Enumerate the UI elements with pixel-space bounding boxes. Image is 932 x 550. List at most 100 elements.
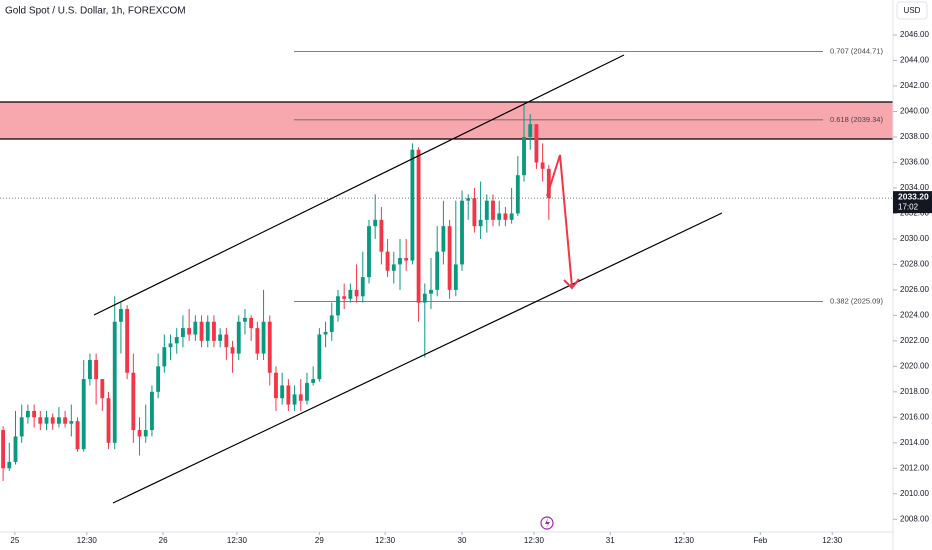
y-tick-label: 2018.00 [900,387,929,396]
candle-body [497,213,502,220]
candle-body [13,436,18,462]
x-tick-label: 12:30 [77,536,98,545]
y-tick-label: 2010.00 [900,489,929,498]
candle-body [199,321,204,341]
candle-body [63,417,68,424]
candle-body [410,149,415,261]
axes-layer: 2008.00 2010.00 2012.00 2014.00 2016.00 2018.… [0,30,932,545]
candle-body [236,321,241,354]
countdown-label: 17:02 [898,202,919,211]
candle-body [534,124,539,163]
candle-body [354,289,359,297]
x-tick-label: 12:30 [375,536,396,545]
candle-body [125,309,130,373]
candle-body [453,264,458,290]
candle-body [441,226,446,252]
candle-body [100,379,105,399]
x-tick-label: 25 [10,536,19,545]
candle-body [187,328,192,335]
y-tick-label: 2020.00 [900,361,929,370]
candle-body [422,293,427,303]
last-price-box [893,191,932,214]
candle-body [218,334,223,341]
y-tick-label: 2026.00 [900,285,929,294]
candle-body [522,136,526,176]
candle-body [75,421,80,450]
candle-body [305,382,309,401]
candle-body [311,379,316,383]
y-tick-label: 2028.00 [900,260,929,269]
candle-body [286,385,291,405]
y-tick-label: 2014.00 [900,438,929,447]
candle-body [280,385,285,399]
candle-body [385,251,390,271]
last-price-label: 2033.20 [898,191,929,201]
y-tick-label: 2030.00 [900,234,929,243]
fib-label: 0.707 (2044.71) [830,46,883,55]
candle-body [515,175,520,214]
x-tick-label: 31 [606,536,615,545]
candle-body [224,334,229,348]
y-tick-label: 2008.00 [900,514,929,523]
candle-body [540,162,545,169]
candle-body [44,417,49,424]
candle-body [336,296,340,316]
candle-body [360,277,365,297]
candle-body [162,347,167,367]
currency-label[interactable]: USD [904,6,921,15]
y-tick-label: 2036.00 [900,158,929,167]
candle-body [478,219,483,227]
events-icon[interactable] [540,516,554,530]
candle-body [342,296,347,299]
x-tick-label: 12:30 [674,536,695,545]
channel-upper [93,54,625,316]
y-tick-label: 2024.00 [900,310,929,319]
y-tick-label: 2022.00 [900,336,929,345]
candle-body [255,328,260,354]
candle-body [69,421,74,424]
candle-body [503,213,508,220]
resistance-zone [0,102,893,139]
fib-label: 0.618 (2039.34) [830,115,883,124]
candle-body [398,258,402,265]
candle-body [243,317,247,322]
candle-body [212,321,216,341]
candle-body [249,317,254,329]
x-tick-label: 29 [315,536,324,545]
currency-button[interactable] [896,1,928,20]
arrow-head [563,278,580,290]
candle-body [7,461,12,469]
candle-body [404,258,409,261]
candle-body [292,394,297,405]
candle-body [94,359,99,380]
candle-body [391,264,396,271]
x-tick-label: 12:30 [822,536,843,545]
candle-body [50,417,55,424]
candle-body [416,149,421,303]
candle-body [56,417,61,424]
x-tick-label: 12:30 [524,536,545,545]
candles-layer [1,105,551,482]
candle-body [329,315,334,332]
fib-label: 0.382 (2025.09) [830,296,883,305]
y-tick-label: 2046.00 [900,30,929,39]
candle-body [509,213,514,220]
candle-body [137,430,142,437]
candle-body [435,251,440,290]
candle-body [32,410,37,418]
candle-body [38,417,43,424]
candle-body [491,200,495,220]
candle-body [317,334,322,380]
y-tick-label: 2040.00 [900,107,929,116]
y-tick-label: 2038.00 [900,132,929,141]
candle-body [379,219,384,252]
candle-body [112,321,117,443]
projection-arrow [546,154,573,288]
candle-body [267,321,272,373]
candle-body [484,200,489,220]
candle-body [150,391,154,431]
candle-body [205,321,210,341]
x-tick-label: 12:30 [227,536,248,545]
candle-body [429,289,433,294]
